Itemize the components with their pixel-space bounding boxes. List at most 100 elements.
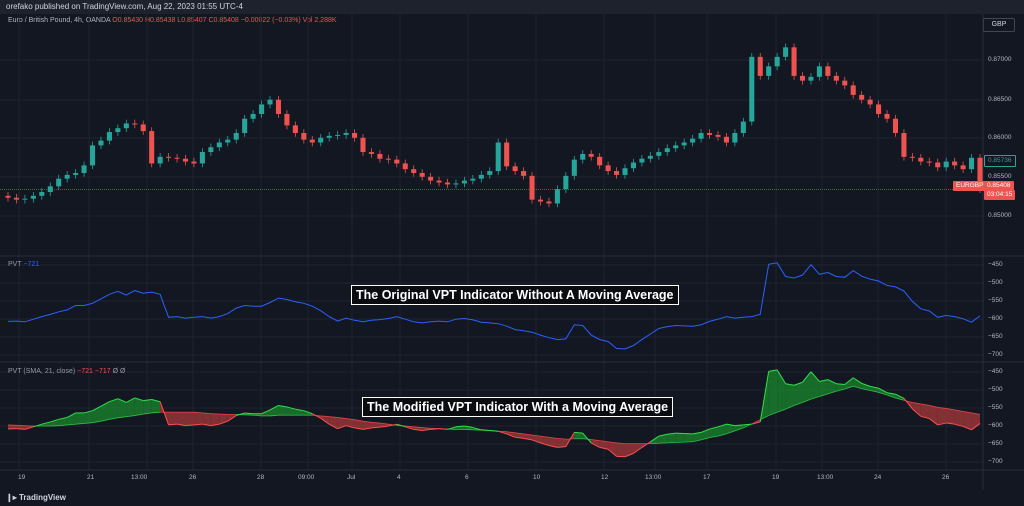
fill-above: [58, 417, 68, 426]
sma-segment: [819, 393, 828, 397]
pvt-segment: [928, 418, 939, 426]
symbol-name[interactable]: Euro / British Pound, 4h, OANDA: [8, 17, 111, 24]
candle-down: [13, 197, 19, 200]
pvt-segment: [176, 423, 186, 427]
sma-segment: [312, 414, 321, 417]
candle-up: [326, 135, 332, 138]
pvt-segment: [852, 377, 862, 384]
sma-segment: [354, 419, 364, 422]
ohlc-open: O0.85430: [112, 17, 144, 24]
candle-up: [487, 171, 493, 175]
fill-below: [954, 409, 964, 427]
candle-up: [318, 137, 324, 143]
sma-segment: [616, 442, 626, 445]
candle-up: [453, 183, 459, 185]
candle-down: [723, 136, 729, 143]
candle-up: [470, 178, 476, 181]
candle-down: [926, 161, 932, 163]
sma-segment: [100, 418, 110, 422]
pvt-segment: [844, 377, 854, 385]
fill-below: [937, 407, 947, 425]
candle-down: [385, 158, 391, 160]
fill-above: [819, 379, 828, 397]
sma-segment: [751, 419, 761, 425]
pvt-segment: [269, 405, 279, 411]
pvt-segment: [100, 401, 110, 407]
pvt-legend[interactable]: PVT −721: [8, 261, 39, 268]
pvt-segment: [751, 421, 761, 425]
fill-above: [67, 412, 76, 425]
candle-down: [791, 47, 797, 76]
sma-segment: [793, 402, 803, 406]
candle-down: [166, 156, 172, 158]
pvt-segment: [126, 397, 136, 403]
sma-segment: [743, 423, 752, 429]
sma-segment: [388, 423, 397, 426]
candle-down: [504, 142, 510, 167]
pvt-segment: [295, 408, 304, 412]
time-tick: Jul: [347, 474, 356, 481]
candle-up: [216, 142, 222, 148]
pvt-segment: [776, 369, 787, 384]
candle-up: [81, 165, 87, 173]
candle-up: [656, 152, 662, 156]
sma-segment: [422, 427, 431, 429]
pvt-segment: [337, 425, 347, 430]
candle-down: [360, 137, 366, 153]
fill-below: [912, 402, 921, 417]
candle-up: [664, 148, 670, 153]
pvt-segment: [641, 441, 651, 448]
sma-segment: [929, 405, 938, 408]
pvt-ma-series: [7, 369, 981, 458]
pvt-tick: −700: [988, 351, 1003, 358]
fill-above: [143, 399, 152, 415]
sma-segment: [726, 430, 736, 435]
candle-up: [233, 133, 239, 140]
sma-segment: [709, 435, 719, 439]
pvt-tick: −500: [988, 279, 1003, 286]
pvt-segment: [912, 408, 922, 417]
fill-above: [794, 382, 803, 406]
candle-up: [740, 121, 746, 133]
fill-above: [717, 424, 727, 437]
symbol-legend[interactable]: Euro / British Pound, 4h, OANDA O0.85430…: [8, 17, 337, 24]
candle-down: [402, 163, 408, 170]
ohlc-high: H0.85438: [144, 17, 176, 24]
candle-up: [47, 186, 53, 193]
pvt-segment: [557, 446, 566, 448]
pvt-segment: [954, 423, 964, 427]
candle-down: [977, 157, 983, 190]
price-tick: 0.85500: [988, 173, 1012, 180]
candle-down: [174, 157, 180, 159]
volume-value: Vol 2.288K: [302, 17, 337, 24]
candle-down: [394, 159, 400, 164]
sma-segment: [700, 437, 710, 441]
fill-below: [8, 424, 17, 430]
time-tick: 26: [942, 474, 950, 481]
pvt-segment: [362, 427, 372, 430]
candle-down: [436, 180, 442, 183]
pvt-segment: [193, 423, 203, 426]
candle-down: [411, 169, 417, 173]
pvt-segment: [870, 385, 879, 389]
candle-down: [833, 75, 839, 81]
time-tick: 21: [87, 474, 95, 481]
candle-down: [605, 165, 611, 172]
candle-down: [952, 161, 958, 166]
pvt-segment: [903, 398, 913, 410]
pvt-ma-legend[interactable]: PVT (SMA, 21, close) −721 −717 Ø Ø: [8, 368, 125, 375]
price-tick: 0.86500: [988, 96, 1012, 103]
pvt-segment: [455, 425, 465, 428]
pvt-segment: [354, 427, 364, 430]
sma-segment: [802, 398, 812, 403]
sma-segment: [760, 415, 769, 421]
sma-segment: [67, 423, 76, 426]
candle-down: [842, 80, 848, 86]
pvt-segment: [895, 393, 905, 399]
candle-up: [123, 123, 129, 129]
last-price-label: 0.85736: [984, 155, 1016, 167]
sma-segment: [557, 438, 566, 440]
pvt-segment: [759, 371, 770, 423]
candle-up: [943, 161, 949, 168]
